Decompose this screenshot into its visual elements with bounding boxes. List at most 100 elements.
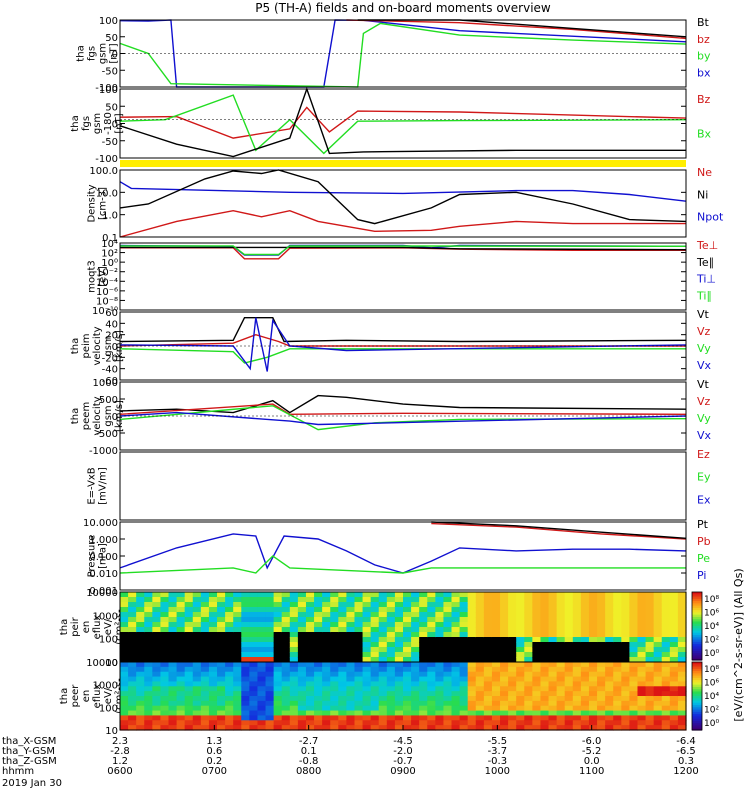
heatmap-cell [152, 642, 162, 648]
heatmap-cell [297, 612, 307, 618]
heatmap-cell [508, 676, 517, 683]
heatmap-cell [403, 681, 412, 687]
colorbar-bottom-cell [692, 696, 702, 699]
heatmap-cell [305, 710, 315, 717]
ytick-label: 0.1 [102, 233, 118, 244]
xrow-value: 1000 [485, 766, 510, 777]
heatmap-cell [225, 691, 234, 697]
heatmap-cell [305, 642, 315, 648]
heatmap-cell [217, 696, 226, 702]
heatmap-cell [669, 662, 679, 668]
heatmap-cell [467, 686, 477, 692]
heatmap-cell [370, 602, 380, 608]
heatmap-cell [443, 627, 453, 633]
heatmap-cell [362, 652, 372, 658]
heatmap-cell [362, 627, 372, 633]
heatmap-cell [677, 602, 687, 608]
heatmap-cell [411, 632, 420, 638]
heatmap-cell [314, 676, 323, 683]
heatmap-cell [613, 607, 622, 613]
heatmap-cell [370, 592, 380, 598]
heatmap-cell [467, 700, 477, 707]
heatmap-cell [346, 612, 356, 618]
heatmap-cell [225, 612, 234, 618]
heatmap-cell [241, 657, 250, 663]
heatmap-cell [645, 686, 655, 692]
colorbar-top-tick: 10⁰ [704, 649, 719, 659]
heatmap-cell [370, 637, 380, 643]
heatmap-cell [314, 700, 323, 707]
heatmap-cell [588, 662, 598, 668]
heatmap-cell [184, 602, 194, 608]
heatmap-cell [330, 715, 339, 721]
heatmap-cell [540, 642, 550, 648]
heatmap-cell [354, 602, 364, 608]
heatmap-cell [580, 627, 590, 633]
legend-Pb: Pb [697, 535, 711, 548]
heatmap-cell [322, 710, 331, 717]
ylabel-line: Density [87, 184, 98, 222]
heatmap-cell [403, 607, 412, 613]
ylabel-line: E=-VxB [87, 467, 98, 504]
colorbar-bottom-cell [692, 698, 702, 702]
colorbar-top-cell [692, 614, 702, 618]
colorbar-bottom-cell [692, 684, 702, 688]
heatmap-cell [273, 715, 283, 721]
heatmap-cell [362, 691, 372, 697]
heatmap-cell [419, 632, 428, 638]
ylabel-line: fgs [81, 116, 92, 131]
heatmap-cell [362, 607, 372, 613]
heatmap-cell [677, 607, 687, 613]
heatmap-cell [532, 671, 542, 678]
heatmap-cell [176, 597, 186, 603]
heatmap-cell [241, 597, 250, 603]
heatmap-cell [120, 592, 129, 598]
heatmap-cell [265, 710, 275, 717]
heatmap-cell [500, 632, 509, 638]
heatmap-cell [128, 666, 137, 673]
heatmap-cell [128, 710, 137, 717]
heatmap-cell [305, 691, 315, 697]
heatmap-cell [661, 671, 671, 678]
heatmap-cell [176, 657, 186, 663]
heatmap-cell [144, 676, 153, 683]
heatmap-cell [314, 725, 323, 731]
heatmap-cell [467, 720, 477, 726]
heatmap-cell [411, 700, 420, 707]
heatmap-cell [572, 622, 582, 628]
heatmap-cell [241, 652, 250, 658]
heatmap-cell [281, 612, 291, 618]
heatmap-cell [483, 612, 493, 618]
heatmap-cell [532, 696, 542, 702]
heatmap-cell [629, 632, 639, 638]
heatmap-cell [500, 666, 509, 673]
heatmap-cell [192, 617, 202, 623]
colorbar-bottom-cell [692, 705, 702, 708]
heatmap-cell [677, 715, 687, 721]
heatmap-cell [249, 671, 259, 678]
heatmap-cell [556, 676, 566, 683]
heatmap-cell [475, 622, 485, 628]
heatmap-cell [168, 662, 178, 668]
heatmap-cell [500, 681, 509, 687]
heatmap-cell [305, 662, 315, 668]
heatmap-cell [532, 627, 542, 633]
heatmap-cell [516, 602, 525, 608]
heatmap-cell [225, 637, 234, 643]
heatmap-cell [516, 666, 525, 673]
ylabel-line: -180 [103, 112, 114, 135]
heatmap-cell [669, 666, 679, 673]
colorbar-label: [eV/(cm^2-s-sr-eV)] (All Qs) [732, 568, 745, 721]
heatmap-cell [435, 710, 445, 717]
heatmap-cell [241, 617, 250, 623]
xrow-value: 1.3 [206, 736, 222, 747]
heatmap-cell [564, 691, 574, 697]
heatmap-cell [289, 607, 299, 613]
heatmap-cell [459, 662, 469, 668]
heatmap-cell [192, 725, 202, 731]
heatmap-cell [661, 602, 671, 608]
heatmap-cell [669, 705, 679, 712]
heatmap-cell [435, 715, 445, 721]
heatmap-cell [532, 681, 542, 687]
heatmap-cell [305, 607, 315, 613]
